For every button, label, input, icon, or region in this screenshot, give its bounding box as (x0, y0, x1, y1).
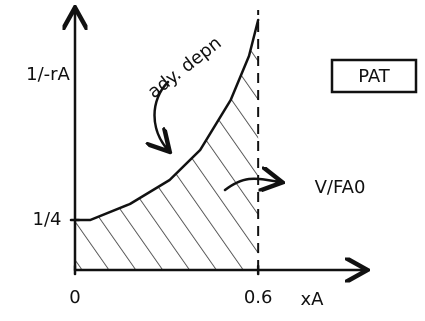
x-axis-label: xA (301, 289, 325, 310)
curve-annotation: ady. depn (144, 32, 226, 102)
shaded-area (75, 20, 258, 270)
x-tick-label: 0 (69, 287, 80, 308)
chart: 1/-rA xA ady. depn V/FA0 PAT 1/4 0 0.6 (0, 0, 425, 321)
x-tick-label: 0.6 (244, 287, 273, 308)
box-label: PAT (358, 66, 391, 87)
area-annotation: V/FA0 (315, 177, 366, 198)
y-tick-label: 1/4 (33, 209, 62, 230)
y-axis-label: 1/-rA (26, 64, 70, 85)
